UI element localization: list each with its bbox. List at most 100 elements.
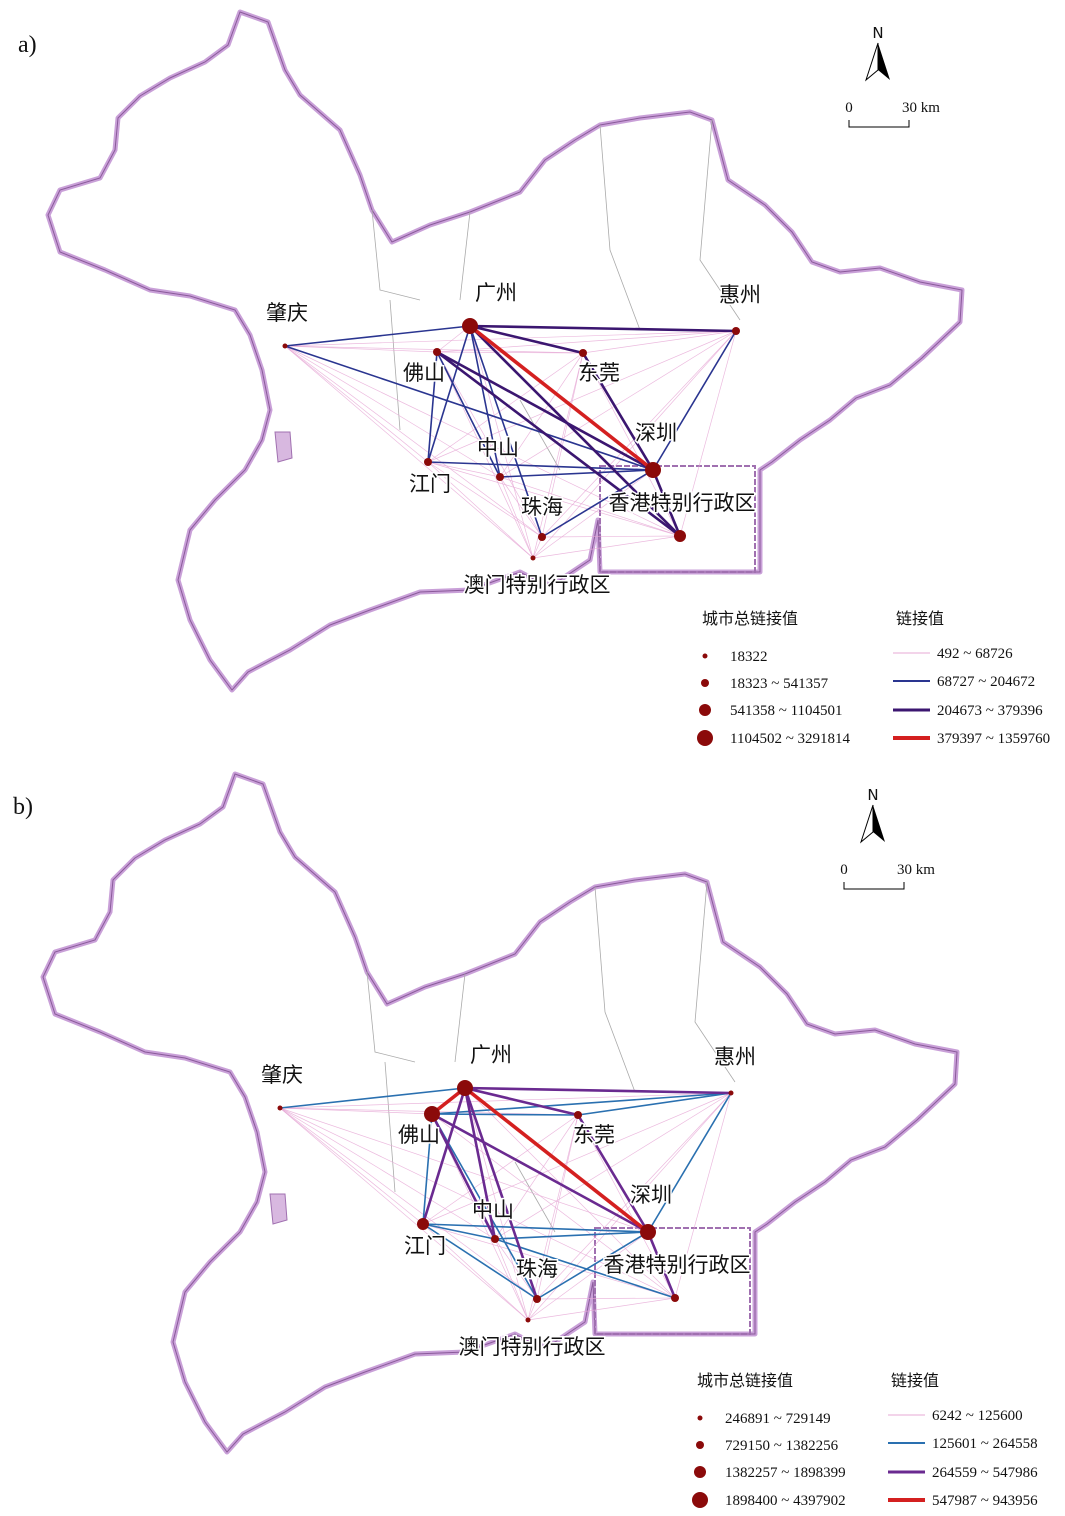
link — [494, 1092, 732, 1240]
city-label: 东莞 — [573, 1123, 615, 1147]
link — [279, 1107, 529, 1321]
city-node — [533, 1295, 541, 1303]
legend-label: 125601 ~ 264558 — [932, 1436, 1038, 1452]
link — [469, 325, 501, 478]
legend-node — [694, 1466, 706, 1478]
link — [532, 352, 584, 559]
city-node — [645, 462, 661, 478]
city-label: 中山 — [477, 436, 519, 460]
link — [427, 461, 543, 538]
link — [422, 1223, 649, 1233]
city-label: 江门 — [409, 472, 451, 496]
legend-label: 379397 ~ 1359760 — [937, 731, 1050, 747]
link — [422, 1223, 529, 1321]
city-node — [525, 1317, 531, 1323]
legend-label: 18322 — [730, 649, 768, 665]
legend-title: 城市总链接值 — [702, 609, 798, 628]
link — [284, 345, 429, 463]
north-label: N — [867, 786, 878, 804]
legend-node — [702, 653, 708, 659]
link — [646, 1231, 677, 1299]
city-node — [640, 1224, 656, 1240]
scale-end: 30 km — [897, 862, 935, 878]
link — [532, 469, 654, 559]
city-node — [574, 1111, 582, 1119]
link — [427, 330, 737, 463]
link — [422, 1114, 579, 1225]
link — [647, 1092, 732, 1233]
city-node — [424, 458, 432, 466]
link — [427, 351, 438, 463]
city-node — [579, 349, 587, 357]
legend-node — [692, 1492, 708, 1508]
link — [463, 1087, 539, 1300]
hk-boundary — [594, 1227, 751, 1335]
link — [652, 330, 737, 471]
link — [576, 1114, 650, 1233]
city-label: 珠海 — [516, 1257, 558, 1281]
link — [469, 324, 584, 355]
city-label: 深圳 — [635, 421, 677, 445]
link — [536, 1231, 649, 1300]
link — [284, 345, 534, 559]
link — [582, 330, 737, 354]
city-node — [277, 1105, 283, 1111]
link — [494, 1231, 649, 1240]
link — [527, 1114, 579, 1321]
legend-title: 链接值 — [896, 609, 944, 628]
legend-node — [696, 1441, 704, 1449]
city-label: 肇庆 — [266, 301, 308, 325]
link — [427, 461, 501, 478]
link — [468, 324, 655, 472]
link — [436, 350, 654, 472]
link — [284, 325, 471, 347]
scale-end: 30 km — [902, 100, 940, 116]
city-label: 惠州 — [714, 1045, 756, 1069]
link — [494, 1238, 538, 1300]
link — [430, 1113, 497, 1240]
link — [469, 325, 681, 537]
city-node — [728, 1090, 734, 1096]
city-node — [424, 1106, 440, 1122]
legend-title: 城市总链接值 — [697, 1371, 793, 1390]
city-label: 澳门特别行政区 — [459, 1335, 606, 1359]
link — [469, 325, 543, 538]
lake — [269, 1193, 288, 1225]
link — [499, 330, 737, 478]
link — [284, 330, 737, 347]
legend-label: 729150 ~ 1382256 — [725, 1438, 839, 1454]
link — [469, 324, 737, 333]
region-border — [42, 773, 958, 1453]
link — [536, 1114, 579, 1300]
link — [494, 1238, 529, 1321]
link — [581, 352, 655, 471]
link — [284, 345, 543, 538]
scale-start: 0 — [840, 862, 848, 878]
link — [284, 345, 501, 478]
legend-label: 264559 ~ 547986 — [932, 1465, 1038, 1481]
hk-boundary — [599, 465, 756, 573]
legend-label: 1898400 ~ 4397902 — [725, 1493, 846, 1509]
link — [499, 476, 534, 559]
city-node — [433, 348, 441, 356]
link — [499, 476, 543, 538]
link — [427, 461, 534, 559]
link — [279, 1107, 424, 1225]
city-node — [282, 343, 288, 349]
link — [674, 1092, 732, 1299]
legend-label: 492 ~ 68726 — [937, 646, 1013, 662]
city-label: 佛山 — [403, 361, 445, 385]
city-label: 东莞 — [578, 361, 620, 385]
link — [464, 1086, 579, 1117]
link — [427, 461, 654, 471]
city-node — [462, 318, 478, 334]
link — [577, 1092, 732, 1116]
city-node — [530, 555, 536, 561]
link — [422, 1223, 538, 1300]
link — [469, 325, 534, 559]
link — [422, 1223, 676, 1299]
link — [582, 352, 681, 537]
